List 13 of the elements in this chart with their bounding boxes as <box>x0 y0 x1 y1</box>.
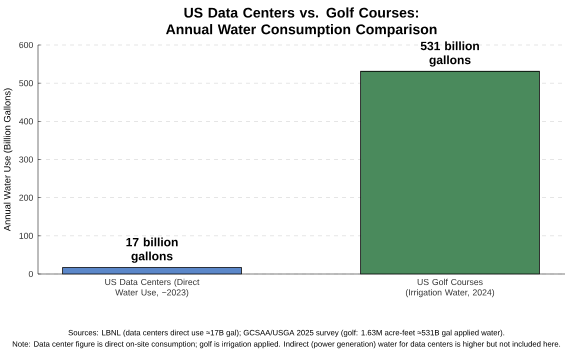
y-tick-label: 100 <box>20 232 33 239</box>
chart-title: US Data Centers vs. Golf Courses: Annual Water Consumption Comparison <box>166 7 436 38</box>
y-tick-label: 400 <box>19 118 33 124</box>
data-label: 531 billion gallons <box>420 41 479 67</box>
x-tick-label: US Golf Courses (Irrigation Water, 2024) <box>406 278 494 298</box>
y-tick-label: 600 <box>19 42 33 48</box>
y-tick-label: 300 <box>19 156 33 163</box>
x-tick-label: US Data Centers (Direct Water Use, ~2023) <box>105 278 200 298</box>
data-label: 17 billion gallons <box>126 238 178 263</box>
y-axis-title: Annual Water Use (Billion Gallons) <box>4 88 12 232</box>
y-tick-label: 200 <box>19 194 33 201</box>
y-tick-label: 0 <box>28 270 33 278</box>
y-tick-label: 500 <box>19 80 33 86</box>
